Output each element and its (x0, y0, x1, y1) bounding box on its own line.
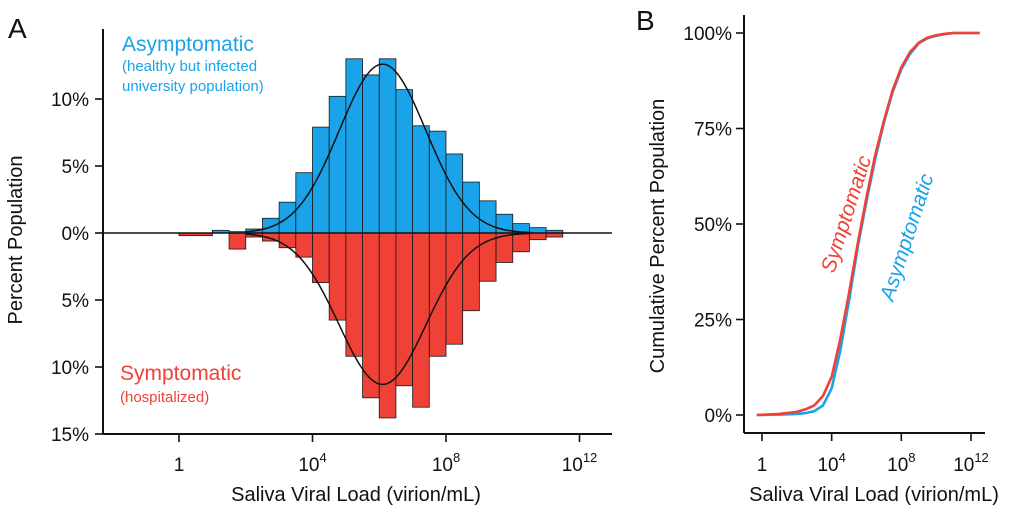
panel-b-y-axis-label: Cumulative Percent Population (647, 99, 669, 374)
panel-b-x-tick-label: 1012 (953, 450, 989, 476)
asymptomatic-legend-title: Asymptomatic (122, 33, 254, 56)
symptomatic-bar (378, 232, 397, 419)
panel-a-fit-curves (245, 63, 532, 386)
panel-a-x-tick-label: 1 (174, 455, 185, 476)
panel-b-y-tick-label: 75% (694, 120, 732, 141)
symptomatic-bar (412, 232, 430, 408)
asymptomatic-bar (529, 227, 547, 234)
panel-a-axes: 10% 5% 0% 5% 10% 15% 1 104 108 1012 (51, 29, 612, 476)
panel-b-x-axis-label: Saliva Viral Load (virion/mL) (749, 484, 999, 506)
panel-a-x-tick-label: 104 (298, 450, 326, 476)
symptomatic-legend-note: (hospitalized) (120, 389, 209, 406)
asymptomatic-cumulative-line (756, 31, 980, 417)
panel-b-axes: 0% 25% 50% 75% 100% 1 104 108 1012 (683, 15, 989, 476)
asymptomatic-bar (478, 200, 497, 234)
panel-b-y-tick-label: 0% (705, 406, 733, 427)
fit-curve-up (245, 63, 532, 234)
panel-a-y-tick-label: 0% (62, 224, 90, 245)
asymptomatic-bar (312, 126, 330, 234)
symptomatic-bar (529, 232, 547, 241)
asymptomatic-bar (262, 217, 280, 234)
panel-a: A 10% 5% 0% 5% 10% 15% 1 104 108 1012 Percent Pop… (5, 13, 612, 506)
symptomatic-bar (395, 232, 414, 387)
symptomatic-bar (228, 232, 247, 250)
panel-b-x-tick-label: 108 (887, 450, 915, 476)
asymptomatic-bar (378, 58, 397, 234)
asymptomatic-legend-note-line1: (healthy but infected (122, 58, 257, 75)
panel-b-y-tick-label: 25% (694, 311, 732, 332)
asymptomatic-bar (362, 74, 380, 234)
panel-a-y-axis-label: Percent Population (5, 155, 27, 324)
panel-a-y-tick-label: 5% (62, 291, 90, 312)
panel-a-x-tick-label: 108 (432, 450, 460, 476)
panel-b-x-tick-label: 1 (757, 455, 768, 476)
panel-a-label: A (8, 13, 27, 44)
symptomatic-bar (445, 232, 464, 345)
asymptomatic-bar (395, 89, 414, 234)
panel-a-y-tick-label: 10% (51, 90, 89, 111)
asymptomatic-bar (295, 172, 313, 234)
symptomatic-bar (345, 232, 363, 357)
symptomatic-bar (312, 232, 330, 283)
panel-b-x-tick-label: 104 (817, 450, 845, 476)
asymptomatic-legend-note-line2: university population) (122, 78, 264, 95)
symptomatic-bar (462, 232, 480, 312)
panel-a-x-tick-label: 1012 (562, 450, 598, 476)
asymptomatic-bar (412, 125, 430, 234)
panel-a-y-tick-label: 15% (51, 425, 89, 446)
symptomatic-bar (512, 232, 530, 253)
symptomatic-cumulative-line (756, 31, 980, 417)
symptomatic-bar (295, 232, 313, 258)
panel-b-asymptomatic-label: Asymptomatic (875, 171, 938, 306)
panel-b-lines (756, 31, 980, 417)
asymptomatic-bar (428, 130, 447, 234)
panel-a-y-tick-label: 5% (62, 157, 90, 178)
panel-b-label: B (636, 5, 655, 36)
panel-b-y-tick-label: 50% (694, 215, 732, 236)
panel-b: B 0% 25% 50% 75% 100% 1 104 108 1012 Cumulative … (636, 5, 999, 506)
panel-a-x-axis-label: Saliva Viral Load (virion/mL) (231, 484, 481, 506)
symptomatic-legend-title: Symptomatic (120, 362, 241, 385)
asymptomatic-bar (328, 95, 347, 234)
panel-a-y-tick-label: 10% (51, 358, 89, 379)
symptomatic-bar (428, 232, 447, 357)
fit-curve-down (245, 232, 532, 386)
panel-b-y-tick-label: 100% (683, 24, 732, 45)
symptomatic-bar (278, 232, 297, 249)
asymptomatic-bar (462, 181, 480, 234)
asymptomatic-bar (445, 153, 464, 234)
symptomatic-bar (328, 232, 347, 321)
panel-b-symptomatic-label: Symptomatic (817, 153, 877, 276)
